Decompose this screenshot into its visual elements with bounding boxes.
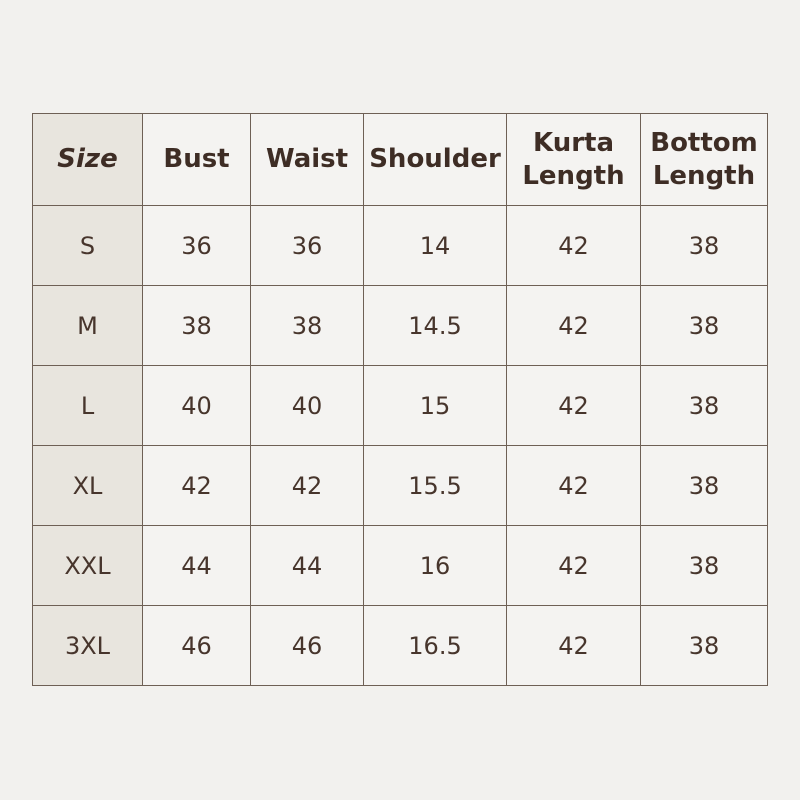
table-row-xxl: XXL 44 44 16 42 38 <box>32 525 768 606</box>
cell-size: 3XL <box>32 605 143 686</box>
cell-waist: 40 <box>250 365 364 446</box>
header-bust: Bust <box>142 113 251 206</box>
cell-waist: 42 <box>250 445 364 526</box>
cell-bust: 40 <box>142 365 251 446</box>
cell-size: XXL <box>32 525 143 606</box>
cell-kurta-length: 42 <box>506 365 641 446</box>
cell-bust: 44 <box>142 525 251 606</box>
cell-kurta-length: 42 <box>506 285 641 366</box>
size-chart-table: Size Bust Waist Shoulder Kurta Length Bo… <box>32 113 768 686</box>
cell-waist: 46 <box>250 605 364 686</box>
cell-kurta-length: 42 <box>506 445 641 526</box>
table-row-xl: XL 42 42 15.5 42 38 <box>32 445 768 526</box>
cell-bust: 42 <box>142 445 251 526</box>
cell-bottom-length: 38 <box>640 285 768 366</box>
cell-bottom-length: 38 <box>640 365 768 446</box>
size-chart-body: S 36 36 14 42 38 M 38 38 14.5 42 38 L 40… <box>32 205 768 686</box>
header-row: Size Bust Waist Shoulder Kurta Length Bo… <box>32 113 768 206</box>
header-waist: Waist <box>250 113 364 206</box>
cell-shoulder: 16.5 <box>363 605 507 686</box>
cell-waist: 38 <box>250 285 364 366</box>
cell-bust: 38 <box>142 285 251 366</box>
cell-kurta-length: 42 <box>506 525 641 606</box>
table-row-3xl: 3XL 46 46 16.5 42 38 <box>32 605 768 686</box>
table-row-l: L 40 40 15 42 38 <box>32 365 768 446</box>
cell-shoulder: 14.5 <box>363 285 507 366</box>
cell-bottom-length: 38 <box>640 525 768 606</box>
cell-bottom-length: 38 <box>640 205 768 286</box>
cell-kurta-length: 42 <box>506 205 641 286</box>
header-size: Size <box>32 113 143 206</box>
cell-waist: 44 <box>250 525 364 606</box>
cell-shoulder: 14 <box>363 205 507 286</box>
header-bottom-length: Bottom Length <box>640 113 768 206</box>
cell-size: L <box>32 365 143 446</box>
cell-bust: 46 <box>142 605 251 686</box>
cell-size: S <box>32 205 143 286</box>
cell-bust: 36 <box>142 205 251 286</box>
table-row-s: S 36 36 14 42 38 <box>32 205 768 286</box>
cell-bottom-length: 38 <box>640 445 768 526</box>
cell-kurta-length: 42 <box>506 605 641 686</box>
cell-size: XL <box>32 445 143 526</box>
cell-waist: 36 <box>250 205 364 286</box>
size-chart-header: Size Bust Waist Shoulder Kurta Length Bo… <box>32 113 768 206</box>
table-row-m: M 38 38 14.5 42 38 <box>32 285 768 366</box>
cell-shoulder: 15.5 <box>363 445 507 526</box>
cell-bottom-length: 38 <box>640 605 768 686</box>
cell-shoulder: 16 <box>363 525 507 606</box>
cell-shoulder: 15 <box>363 365 507 446</box>
header-kurta-length: Kurta Length <box>506 113 641 206</box>
header-shoulder: Shoulder <box>363 113 507 206</box>
cell-size: M <box>32 285 143 366</box>
